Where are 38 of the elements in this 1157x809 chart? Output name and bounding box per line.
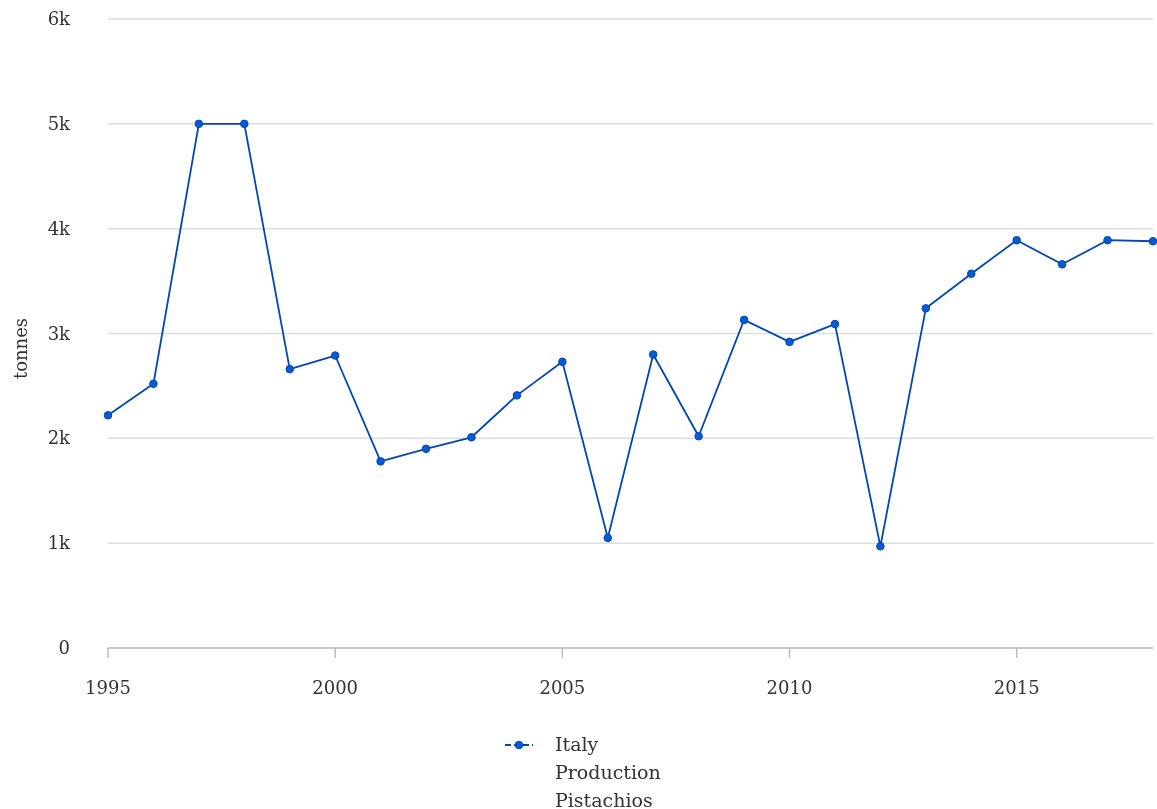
y-tick-label: 0 xyxy=(58,637,70,658)
point xyxy=(1057,260,1067,269)
point xyxy=(603,533,613,543)
y-tick-label: 4k xyxy=(47,217,72,239)
x-tick-label: 2015 xyxy=(993,677,1040,698)
point xyxy=(558,357,567,367)
x-tick-label: 2000 xyxy=(312,677,359,698)
x-tick-label: 1995 xyxy=(85,677,131,698)
point xyxy=(103,410,113,420)
y-tick-label: 1k xyxy=(47,532,72,554)
y-tick-label: 3k xyxy=(47,322,72,344)
y-tick-label: 2k xyxy=(47,427,72,449)
point xyxy=(921,304,931,313)
point xyxy=(376,457,385,466)
y-tick-label: 5k xyxy=(47,112,72,134)
point xyxy=(512,391,522,400)
x-tick-label: 2010 xyxy=(766,677,813,698)
legend-label: Italy Production Pistachios xyxy=(555,733,661,809)
y-axis-title: tonnes xyxy=(10,317,31,380)
point xyxy=(739,315,749,325)
point xyxy=(285,364,295,374)
point xyxy=(1012,235,1021,245)
point xyxy=(330,351,340,360)
y-tick-label: 6k xyxy=(47,8,72,29)
point xyxy=(1148,236,1157,246)
point xyxy=(830,319,840,329)
point xyxy=(785,337,794,347)
point xyxy=(1103,235,1112,245)
point xyxy=(467,433,476,442)
point xyxy=(648,350,658,359)
point xyxy=(194,119,204,129)
point xyxy=(421,444,431,454)
point xyxy=(240,119,249,129)
x-tick-label: 2005 xyxy=(539,677,586,698)
point xyxy=(876,542,885,551)
point xyxy=(694,431,703,441)
point xyxy=(149,379,158,389)
point xyxy=(966,269,976,279)
